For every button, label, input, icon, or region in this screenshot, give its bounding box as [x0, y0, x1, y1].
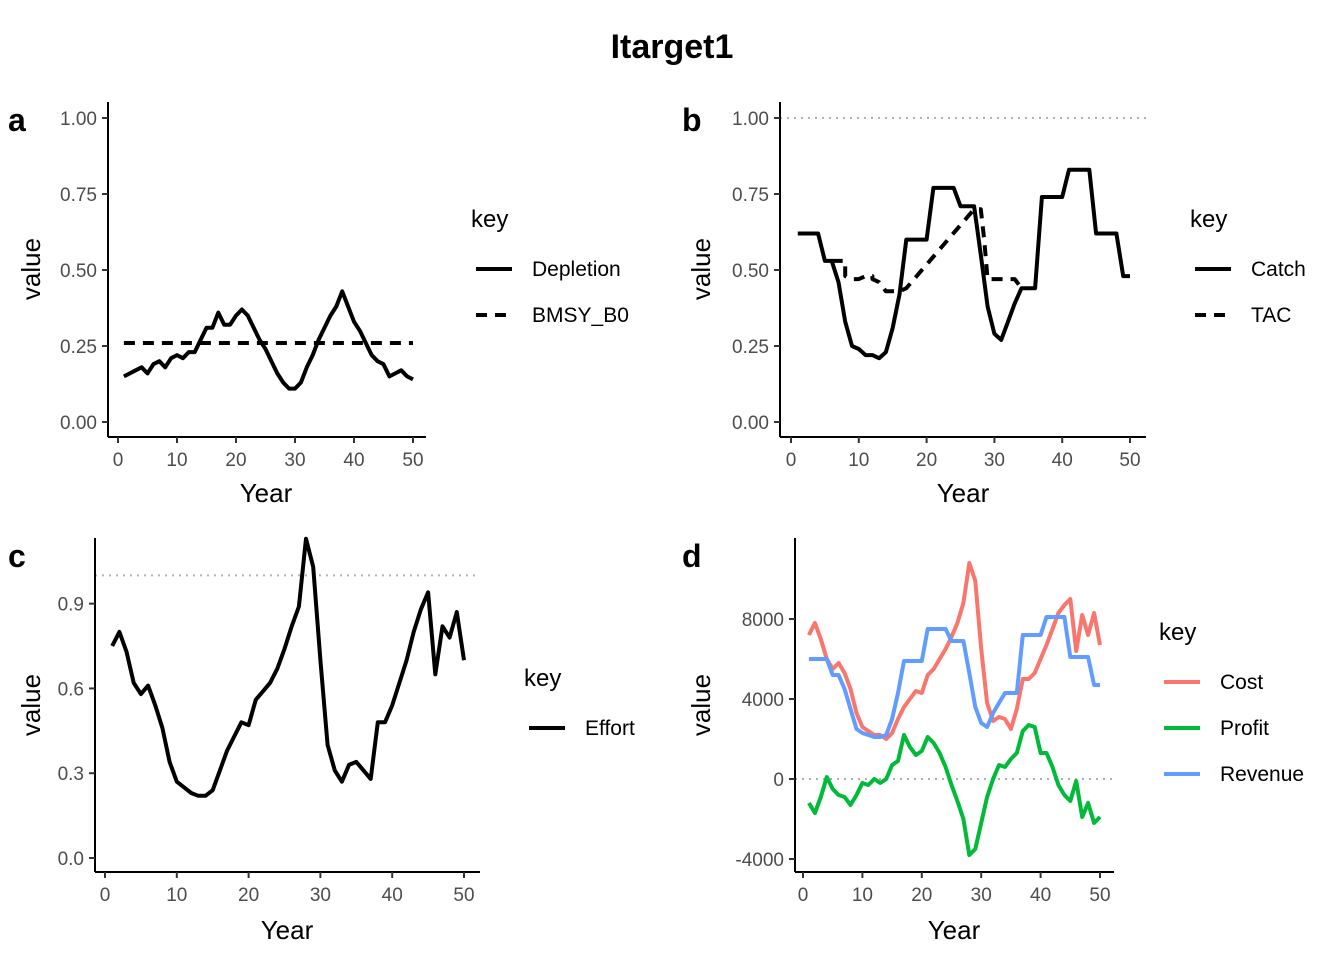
panel-d-y-axis-title: value [686, 674, 716, 736]
panel-c-letter: c [8, 538, 26, 574]
panel-a-plot-area: 0 10 20 30 40 50 0.00 0.25 0.50 0.75 1.00 [60, 102, 426, 471]
panel-b-y-tick-label: 0.75 [732, 185, 769, 206]
panel-b-y-axis-title: value [686, 238, 716, 300]
panel-a-x-tick-label: 30 [284, 450, 305, 471]
panel-b-legend-label-tac: TAC [1251, 304, 1291, 327]
panel-d-x-tick-label: 30 [971, 885, 992, 906]
panel-d-x-axis-title: Year [928, 915, 981, 945]
panel-a-y-tick-label: 0.00 [60, 413, 97, 434]
panel-a-y-axis-title: value [16, 238, 46, 300]
panel-d-x-tick-label: 20 [911, 885, 932, 906]
panel-d-y-tick-label: 4000 [742, 690, 784, 711]
panel-c-y-tick-label: 0.3 [58, 764, 84, 785]
panel-c: c 0 10 20 30 40 50 0.0 0.3 0.6 0.9 Year value key… [8, 536, 635, 945]
panel-c-x-tick-label: 40 [382, 885, 403, 906]
panel-b-x-axis-title: Year [937, 478, 990, 508]
panel-b-x-tick-label: 20 [916, 450, 937, 471]
panel-d-legend-label-profit: Profit [1220, 717, 1269, 740]
panel-b-x-tick-label: 10 [848, 450, 869, 471]
panel-a-legend-label-depletion: Depletion [532, 258, 621, 281]
panel-c-x-tick-label: 20 [238, 885, 259, 906]
panel-a-legend-label-bmsy: BMSY_B0 [532, 304, 629, 327]
panel-d-x-tick-label: 10 [852, 885, 873, 906]
panel-d-y-tick-label: 8000 [742, 610, 784, 631]
panel-c-x-tick-label: 10 [166, 885, 187, 906]
panel-a-y-tick-label: 1.00 [60, 109, 97, 130]
panel-c-x-tick-label: 0 [100, 885, 111, 906]
panel-b-letter: b [682, 102, 702, 138]
panel-a-y-tick-label: 0.25 [60, 337, 97, 358]
panel-a-y-tick-label: 0.75 [60, 185, 97, 206]
panel-a: a 0 10 20 30 40 50 0.00 0.25 0.50 0.75 1.00 Year v… [8, 102, 629, 508]
panel-b-y-tick-label: 1.00 [732, 109, 769, 130]
panel-b-x-tick-label: 40 [1052, 450, 1073, 471]
panel-d-letter: d [682, 538, 702, 574]
panel-b-series-tac [831, 207, 1024, 294]
panel-d-x-tick-label: 50 [1089, 885, 1110, 906]
panel-a-legend-title: key [471, 206, 508, 233]
panel-b-legend: key Catch TAC [1190, 206, 1306, 327]
panel-c-legend: key Effort [524, 665, 635, 740]
panel-b-legend-label-catch: Catch [1251, 258, 1306, 281]
panel-d-x-tick-label: 0 [798, 885, 809, 906]
panel-c-series-effort [110, 536, 466, 798]
panel-b-x-tick-label: 50 [1119, 450, 1140, 471]
panel-a-x-tick-label: 10 [166, 450, 187, 471]
panel-c-y-axis-title: value [16, 674, 46, 736]
panel-d-legend-label-cost: Cost [1220, 671, 1263, 694]
panel-c-x-axis-title: Year [261, 915, 314, 945]
panel-a-letter: a [8, 102, 26, 138]
panel-a-x-tick-label: 20 [225, 450, 246, 471]
panel-a-y-tick-label: 0.50 [60, 261, 97, 282]
panel-d-series-revenue [808, 615, 1100, 739]
panel-a-x-tick-label: 0 [113, 450, 124, 471]
panel-c-y-tick-label: 0.0 [58, 849, 84, 870]
panel-d-plot-area: 0 10 20 30 40 50 -4000 0 4000 8000 [735, 538, 1114, 906]
panel-d-y-tick-label: -4000 [735, 850, 784, 871]
panel-c-legend-title: key [524, 665, 561, 692]
panel-c-x-tick-label: 30 [310, 885, 331, 906]
panel-a-series-depletion [122, 289, 414, 391]
panel-b-y-tick-label: 0.50 [732, 261, 769, 282]
panel-c-y-tick-label: 0.9 [58, 595, 84, 616]
panel-d: d 0 10 20 30 40 50 -4000 0 4000 8000 Year value k… [682, 538, 1304, 945]
main-title: Itarget1 [611, 28, 734, 66]
panel-c-y-tick-label: 0.6 [58, 679, 84, 700]
panel-b-y-tick-label: 0.25 [732, 337, 769, 358]
panel-d-series-profit [807, 723, 1102, 857]
panel-d-legend-title: key [1159, 619, 1196, 646]
panel-a-x-axis-title: Year [240, 478, 293, 508]
panel-d-y-tick-label: 0 [773, 770, 784, 791]
panel-c-plot-area: 0 10 20 30 40 50 0.0 0.3 0.6 0.9 [58, 536, 480, 906]
panel-a-legend: key Depletion BMSY_B0 [471, 206, 629, 327]
panel-b-series-catch [797, 167, 1130, 361]
panel-b: b 0 10 20 30 40 50 0.00 0.25 0.50 0.75 1.00 Year v… [682, 102, 1306, 508]
panel-d-legend-label-revenue: Revenue [1220, 763, 1304, 786]
panel-b-legend-title: key [1190, 206, 1227, 233]
panel-b-x-tick-label: 0 [786, 450, 797, 471]
panel-d-x-tick-label: 40 [1030, 885, 1051, 906]
panel-b-y-tick-label: 0.00 [732, 413, 769, 434]
panel-a-x-tick-label: 50 [402, 450, 423, 471]
panel-a-x-tick-label: 40 [343, 450, 364, 471]
panel-c-legend-label-effort: Effort [585, 717, 635, 740]
panel-b-x-tick-label: 30 [984, 450, 1005, 471]
panel-b-plot-area: 0 10 20 30 40 50 0.00 0.25 0.50 0.75 1.00 [732, 102, 1146, 471]
panel-c-x-tick-label: 50 [453, 885, 474, 906]
panel-d-legend: key Cost Profit Revenue [1159, 619, 1304, 786]
panel-d-series-cost [807, 561, 1102, 741]
